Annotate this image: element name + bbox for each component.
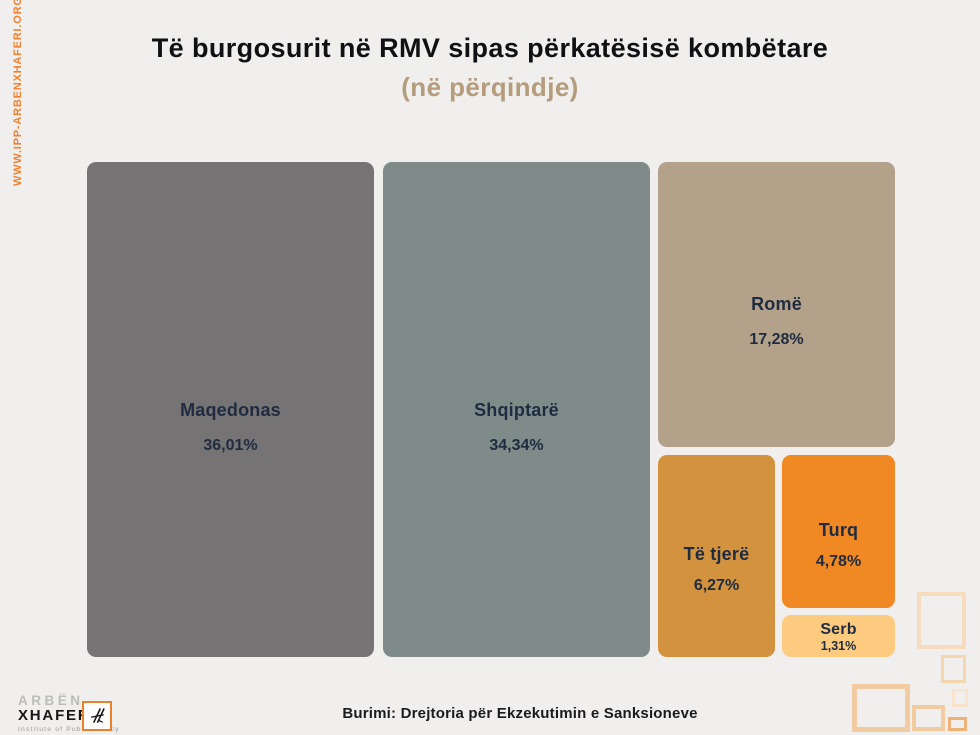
source-note: Burimi: Drejtoria për Ekzekutimin e Sank… — [342, 705, 698, 722]
institute-logo: ARBËN XHAFERI Institute of Public Policy — [18, 693, 168, 735]
treemap-cell-shqiptare: Shqiptarë 34,34% — [383, 162, 650, 657]
decor-square — [952, 689, 968, 707]
cell-value: 1,31% — [820, 639, 857, 653]
cell-value: 6,27% — [693, 576, 740, 594]
cell-label: Turq — [818, 520, 859, 540]
decor-square — [917, 592, 966, 649]
cell-value: 17,28% — [749, 331, 804, 348]
treemap-cell-turq: Turq 4,78% — [782, 455, 895, 608]
cell-value: 4,78% — [815, 553, 862, 570]
cell-value: 34,34% — [489, 437, 544, 454]
cell-value: 36,01% — [203, 437, 258, 454]
decor-square — [852, 684, 910, 732]
cell-label: Të tjerë — [683, 543, 750, 564]
cell-label: Shqiptarë — [474, 400, 559, 420]
cell-label: Maqedonas — [180, 400, 281, 420]
treemap-cell-maqedonas: Maqedonas 36,01% — [87, 162, 374, 657]
decor-square — [912, 705, 945, 731]
decor-square — [941, 655, 966, 683]
logo-name-last: XHAFERI — [18, 707, 97, 725]
cell-label: Romë — [751, 294, 802, 314]
treemap-cell-rome: Romë 17,28% — [658, 162, 895, 447]
chart-title: Të burgosurit në RMV sipas përkatësisë k… — [151, 33, 829, 63]
cell-label: Serb — [820, 621, 857, 638]
logo-name-first: ARBËN — [18, 693, 84, 708]
monogram-glyph — [91, 708, 105, 723]
treemap-cell-te-tjere: Të tjerë 6,27% — [658, 455, 775, 657]
decor-square — [948, 717, 967, 731]
logo-tagline: Institute of Public Policy — [18, 725, 120, 733]
logo-monogram-icon — [82, 701, 112, 731]
chart-subtitle: (në përqindje) — [401, 72, 579, 102]
treemap-cell-serb: Serb 1,31% — [782, 615, 895, 657]
